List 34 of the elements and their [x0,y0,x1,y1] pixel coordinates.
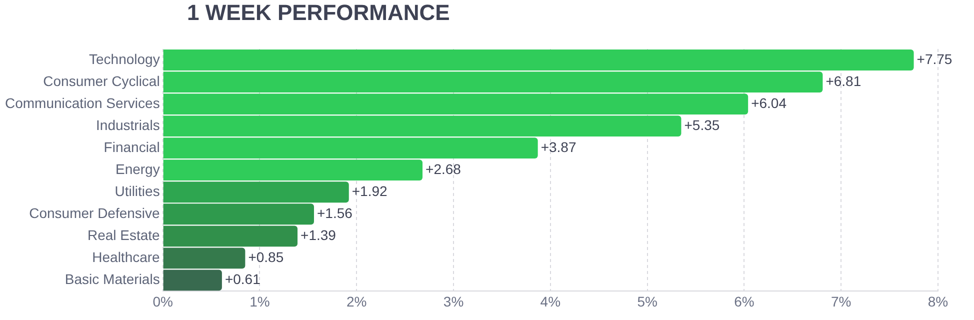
data-label: +7.75 [916,50,952,67]
y-tick-label: Healthcare [92,249,160,266]
data-label: +6.81 [826,72,862,89]
x-tick-label: 1% [250,293,270,310]
y-tick-label: Consumer Cyclical [43,72,160,89]
data-label: +0.85 [248,249,284,266]
x-tick-label: 0% [152,293,173,310]
y-tick-label: Real Estate [87,227,160,244]
bar [163,248,246,269]
data-label: +1.39 [300,227,336,244]
x-tick-label: 8% [928,293,948,310]
y-tick-label: Consumer Defensive [29,204,160,221]
data-label: +0.61 [224,271,261,288]
x-tick-label: 4% [540,293,561,310]
y-tick-label: Basic Materials [64,271,160,288]
x-tick-label: 6% [734,293,754,310]
x-tick-label: 2% [346,293,367,310]
data-label: +3.87 [540,138,576,155]
data-label: +1.56 [316,204,353,221]
data-label: +5.35 [684,116,720,133]
y-tick-label: Energy [115,160,160,177]
x-tick-label: 5% [637,293,658,310]
x-tick-label: 3% [443,293,464,310]
y-tick-label: Communication Services [4,94,160,111]
bar [163,270,222,291]
data-label: +1.92 [352,182,388,199]
y-tick-label: Industrials [96,116,160,133]
y-tick-label: Technology [89,50,160,67]
x-tick-label: 7% [830,293,852,310]
y-tick-label: Financial [104,138,160,155]
chart-title: 1 WEEK PERFORMANCE [187,0,450,26]
y-tick-label: Utilities [114,182,160,199]
data-label: +2.68 [426,160,462,177]
data-label: +6.04 [751,94,787,111]
